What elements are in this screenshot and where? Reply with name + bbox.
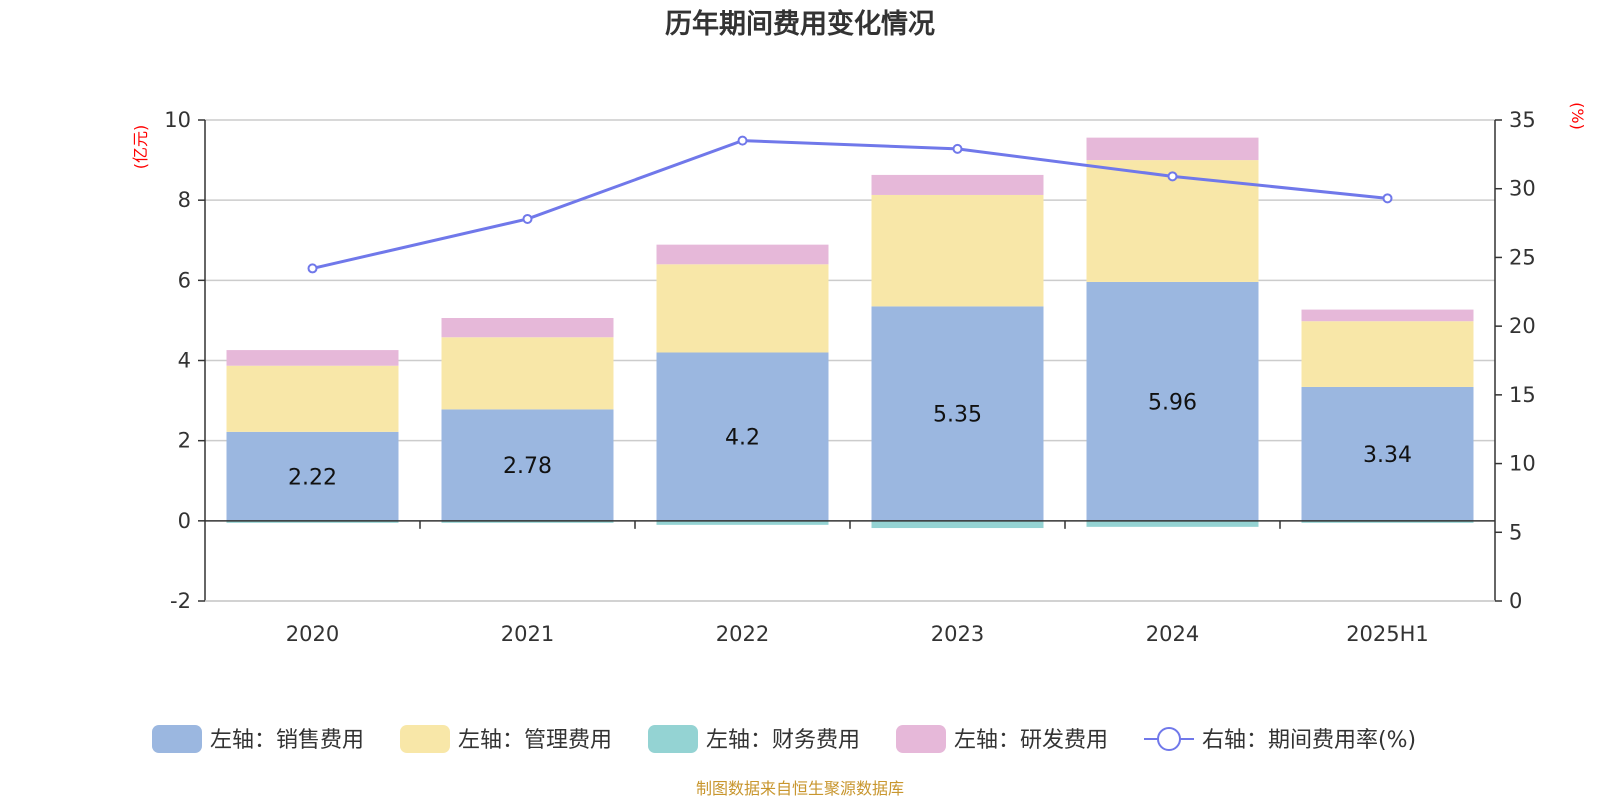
legend-swatch <box>896 725 946 753</box>
x-tick-label: 2024 <box>1146 622 1199 646</box>
bar-segment <box>1301 321 1474 387</box>
chart-title: 历年期间费用变化情况 <box>665 8 935 40</box>
data-labels: 2.22 2.78 4.2 5.35 5.96 3.34 <box>288 390 1412 490</box>
left-tick-label: 8 <box>178 188 191 212</box>
legend-swatch <box>400 725 450 753</box>
legend-item: 右轴：期间费用率(%) <box>1144 727 1416 753</box>
bar-value-label: 2.78 <box>503 454 552 479</box>
rate-line-path <box>312 139 1388 270</box>
bar-value-label: 4.2 <box>725 426 760 451</box>
legend-circle-swatch <box>1157 727 1181 751</box>
legend-label: 左轴：管理费用 <box>458 728 612 753</box>
bar-segment <box>226 350 399 366</box>
bar-value-label: 5.96 <box>1148 390 1197 415</box>
left-tick-label: 0 <box>178 509 191 533</box>
legend-item: 左轴：财务费用 <box>648 725 860 753</box>
bar-segment <box>441 409 614 521</box>
bar-value-label: 2.22 <box>288 465 337 490</box>
rate-point <box>952 143 963 154</box>
bar-segment <box>441 337 614 410</box>
legend-item: 左轴：研发费用 <box>896 725 1108 753</box>
bar-segment <box>656 264 829 353</box>
left-tick-label: 10 <box>164 108 191 132</box>
bar-segment <box>656 352 829 521</box>
left-tick-label: -2 <box>170 589 191 613</box>
rate-point <box>522 213 533 224</box>
right-tick-label: 15 <box>1509 383 1536 407</box>
legend-swatch <box>648 725 698 753</box>
bar-segment <box>871 520 1044 529</box>
bar-segment <box>1086 281 1259 521</box>
bar-segment <box>871 174 1044 195</box>
legend-swatch <box>152 725 202 753</box>
legend-label: 左轴：研发费用 <box>954 728 1108 753</box>
bar-segment <box>871 194 1044 307</box>
bar-segment <box>1086 520 1259 527</box>
right-tick-label: 5 <box>1509 520 1522 544</box>
left-tick-label: 6 <box>178 268 191 292</box>
right-tick-label: 20 <box>1509 314 1536 338</box>
rate-point <box>1382 193 1393 204</box>
left-tick-label: 2 <box>178 429 191 453</box>
bars <box>226 137 1474 529</box>
rate-point <box>1167 171 1178 182</box>
rate-point <box>307 263 318 274</box>
left-axis-unit: (亿元) <box>131 125 150 170</box>
legend-item: 左轴：销售费用 <box>152 725 364 753</box>
legend-label: 左轴：财务费用 <box>706 728 860 753</box>
bar-segment <box>226 365 399 432</box>
x-tick-label: 2022 <box>716 622 769 646</box>
bar-segment <box>1301 309 1474 322</box>
bar-segment <box>441 318 614 338</box>
legend-label: 右轴：期间费用率(%) <box>1202 728 1416 753</box>
right-tick-label: 35 <box>1509 108 1536 132</box>
bar-segment <box>871 306 1044 521</box>
x-tick-label: 2020 <box>286 622 339 646</box>
source-note: 制图数据来自恒生聚源数据库 <box>696 779 904 798</box>
x-tick-label: 2025H1 <box>1346 622 1429 646</box>
bar-segment <box>1301 386 1474 521</box>
bar-segment <box>441 520 614 523</box>
bar-value-label: 5.35 <box>933 403 982 428</box>
rate-line <box>307 135 1393 274</box>
x-tick-label: 2023 <box>931 622 984 646</box>
right-tick-label: 25 <box>1509 245 1536 269</box>
bar-segment <box>656 520 829 525</box>
x-tick-label: 2021 <box>501 622 554 646</box>
legend-label: 左轴：销售费用 <box>210 728 364 753</box>
left-tick-label: 4 <box>178 349 191 373</box>
bar-segment <box>226 520 399 523</box>
rate-point <box>737 135 748 146</box>
bar-segment <box>656 244 829 265</box>
legend: 左轴：销售费用 左轴：管理费用 左轴：财务费用 左轴：研发费用 右轴：期间费用率(%) <box>152 725 1416 753</box>
right-tick-label: 10 <box>1509 452 1536 476</box>
legend-item: 左轴：管理费用 <box>400 725 612 753</box>
bar-value-label: 3.34 <box>1363 443 1412 468</box>
bar-segment <box>1086 137 1259 161</box>
bar-segment <box>226 431 399 521</box>
right-tick-label: 30 <box>1509 177 1536 201</box>
bar-segment <box>1301 520 1474 523</box>
right-axis-unit: (%) <box>1568 102 1587 130</box>
right-tick-label: 0 <box>1509 589 1522 613</box>
